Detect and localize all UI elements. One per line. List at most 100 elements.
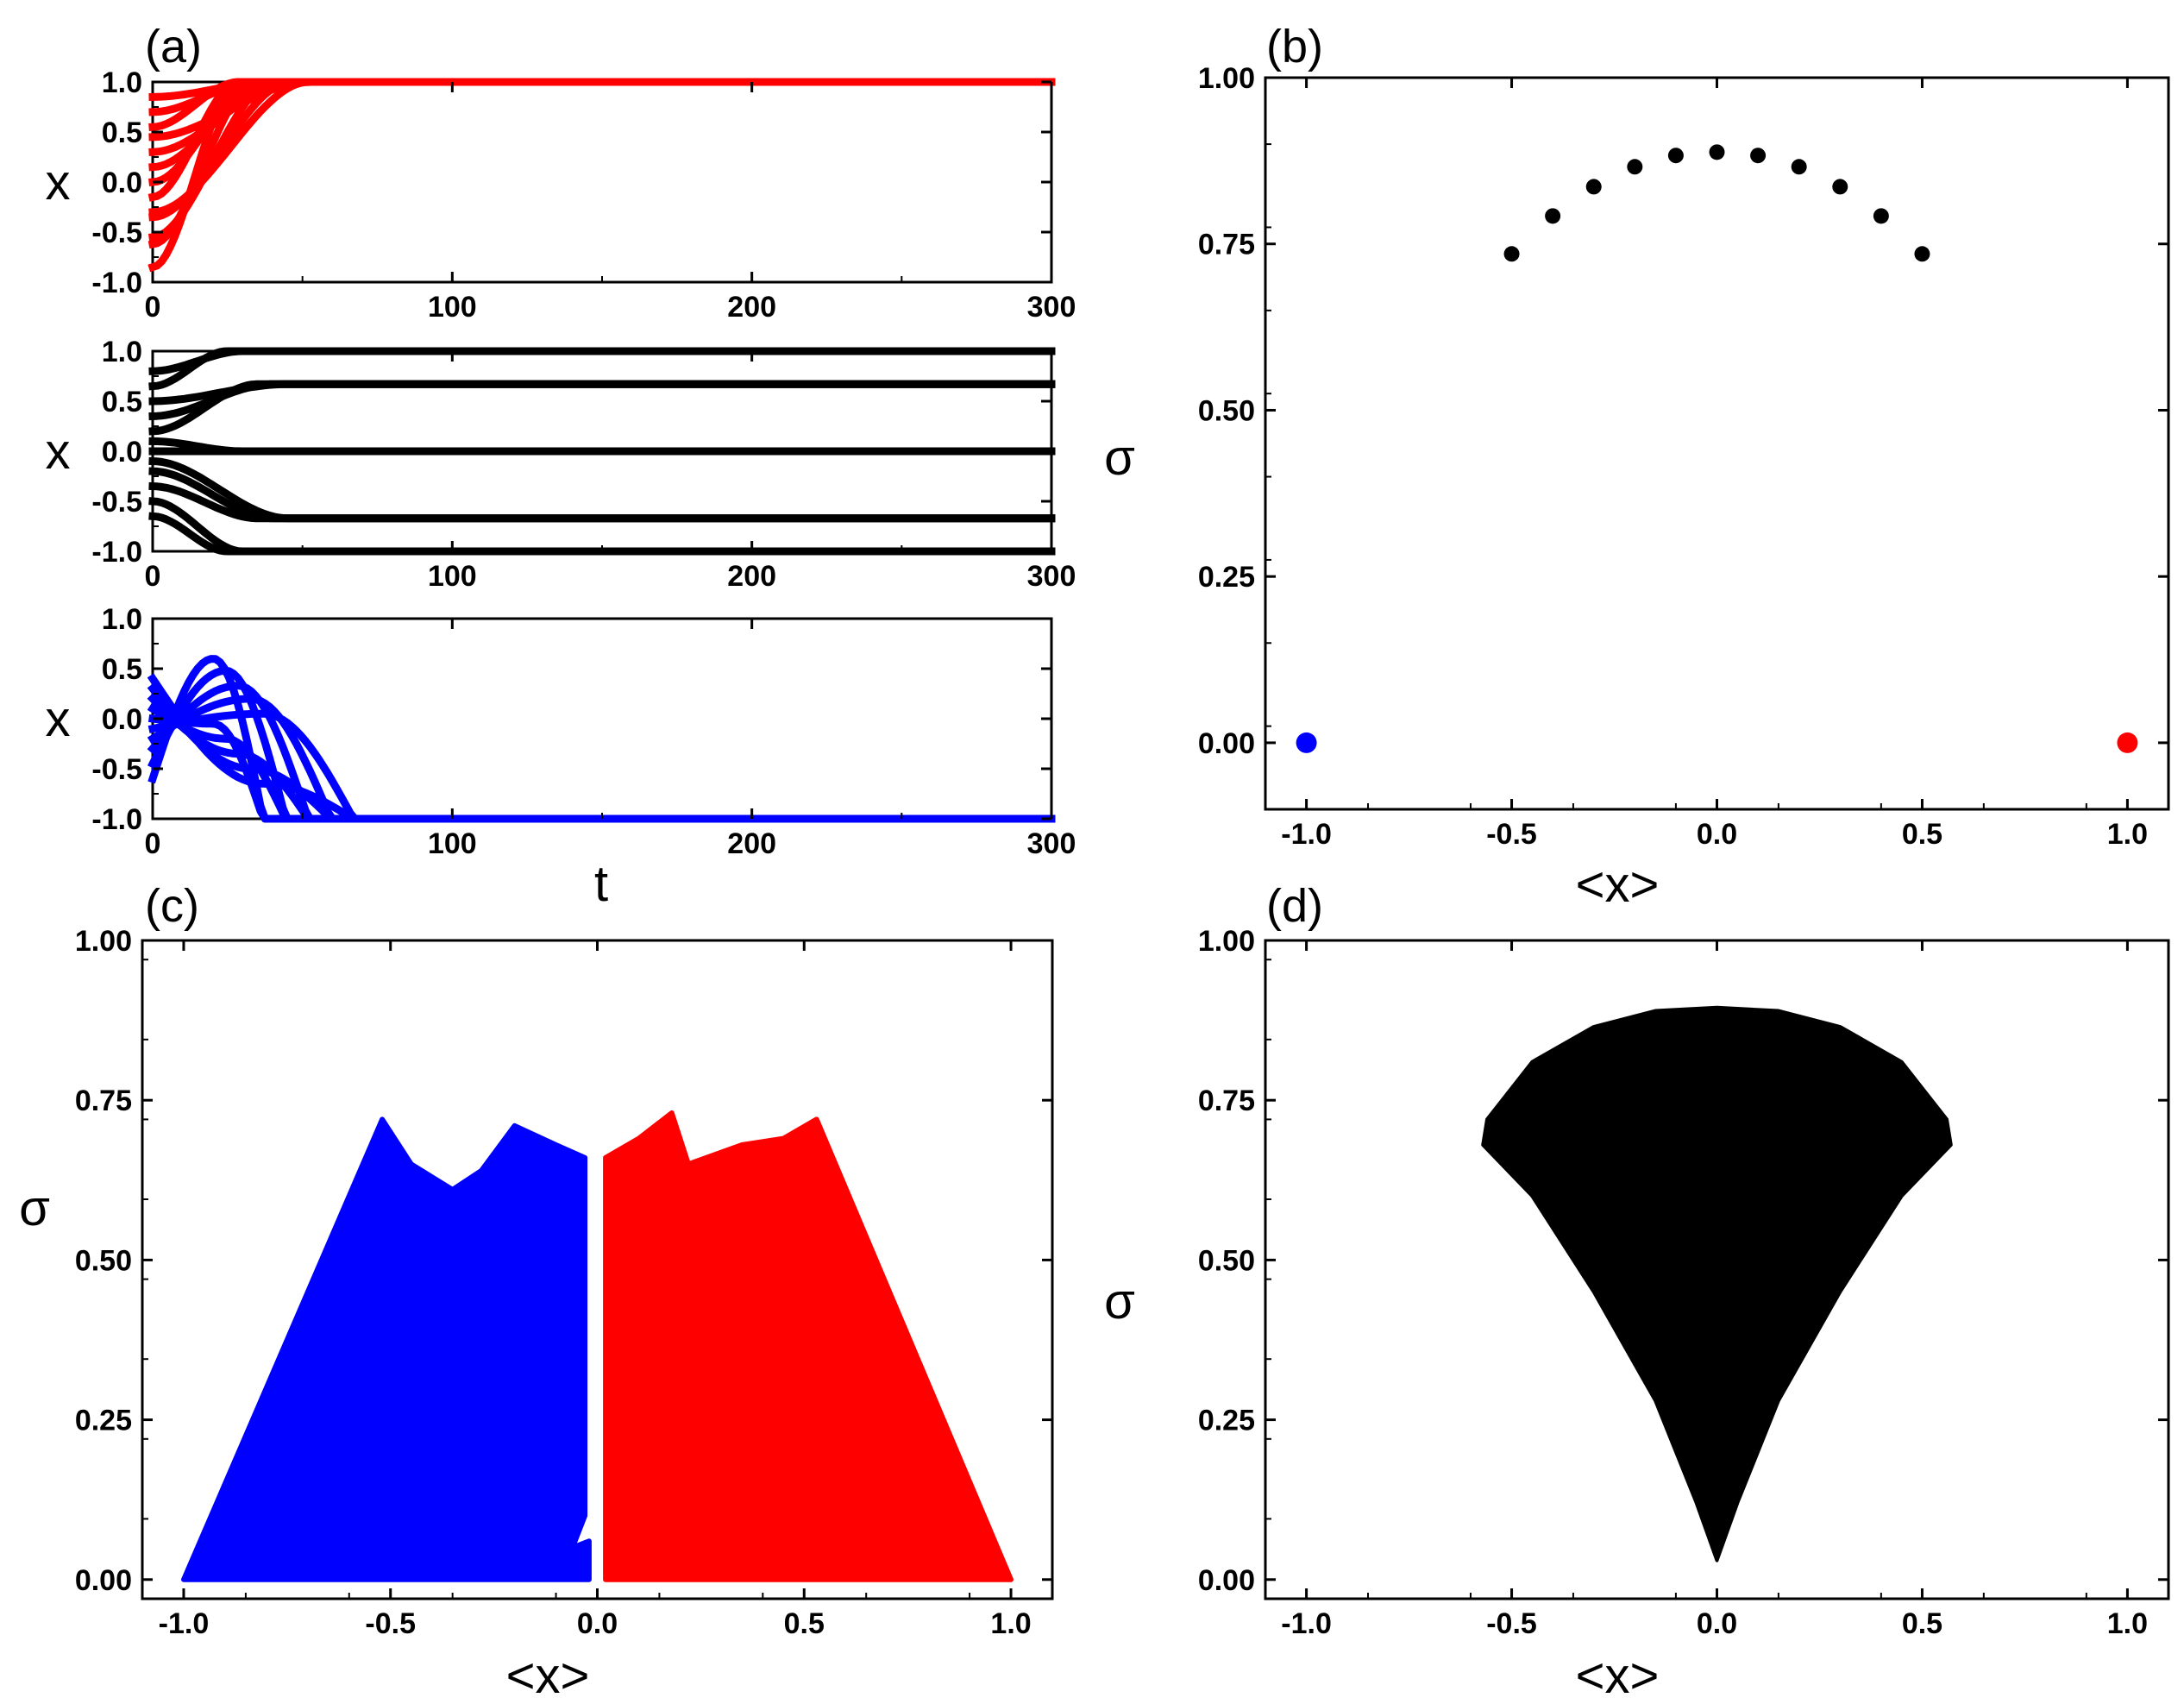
panel-label-a: (a) (145, 21, 202, 72)
y-tick-label: 0.50 (1198, 394, 1255, 427)
x-tick-label: 0.5 (1902, 818, 1942, 851)
trajectory-line (147, 78, 1056, 273)
x-tick-label: 0 (145, 827, 161, 860)
y-tick-label: 0.0 (102, 436, 142, 468)
data-point-blue (1296, 732, 1317, 753)
trajectory-line (148, 78, 1056, 222)
x-tick-label: 100 (428, 560, 477, 593)
y-tick-label: 0.75 (1198, 229, 1255, 261)
data-point-mixed (1545, 208, 1561, 224)
x-tick-label: 100 (428, 827, 477, 860)
data-point-mixed (1503, 246, 1520, 262)
panel-label-d: (d) (1266, 880, 1323, 932)
y-tick-label: 1.00 (75, 925, 132, 958)
trajectory-line (148, 380, 1056, 421)
y-tick-label: 0.5 (102, 116, 142, 149)
y-tick-label: -0.5 (91, 753, 142, 786)
trajectory-line (148, 456, 1056, 523)
y-tick-label: 0.50 (1198, 1244, 1255, 1277)
y-axis-label: x (46, 691, 71, 747)
x-tick-label: -1.0 (159, 1607, 210, 1640)
x-tick-label: -1.0 (1281, 818, 1332, 851)
y-tick-label: 0.5 (102, 653, 142, 686)
y-tick-label: -1.0 (91, 267, 142, 299)
y-tick-label: -0.5 (91, 217, 142, 249)
y-axis-label: x (46, 154, 71, 211)
trajectory-line (148, 437, 1056, 456)
data-point-mixed (1667, 148, 1684, 164)
x-tick-label: 200 (727, 827, 776, 860)
x-tick-label: 0 (145, 291, 161, 324)
subplot-frame (151, 80, 1053, 284)
panel-label-c: (c) (145, 880, 199, 932)
trajectory-line (148, 347, 1056, 375)
x-tick-label: 0.5 (1902, 1607, 1942, 1640)
y-tick-label: 0.00 (1198, 1564, 1255, 1597)
x-tick-label: 100 (428, 291, 477, 324)
trajectory-line (148, 497, 1056, 556)
x-tick-label: 0.5 (784, 1607, 825, 1640)
x-tick-label: 1.0 (990, 1607, 1031, 1640)
x-tick-label: 0.0 (577, 1607, 618, 1640)
data-point-mixed (1627, 159, 1643, 175)
y-tick-label: 0.25 (75, 1405, 132, 1437)
y-tick-label: 0.25 (1198, 561, 1255, 594)
y-tick-label: 1.00 (1198, 62, 1255, 95)
x-tick-label: 1.0 (2107, 1607, 2148, 1640)
plot-frame-b (1264, 76, 2170, 811)
scatter-region-red (603, 1110, 1014, 1582)
trajectory-line (147, 78, 1056, 249)
x-tick-label: 200 (727, 560, 776, 593)
y-axis-label: σ (1104, 430, 1135, 486)
x-tick-label: 0.0 (1697, 1607, 1737, 1640)
x-tick-label: 300 (1027, 827, 1076, 860)
scatter-region-black (1481, 1005, 1953, 1563)
y-tick-label: 0.5 (102, 386, 142, 418)
x-tick-label: -0.5 (1486, 1607, 1537, 1640)
x-tick-label: -1.0 (1281, 1607, 1332, 1640)
y-tick-label: 0.75 (1198, 1085, 1255, 1117)
x-axis-label: <x> (1576, 857, 1660, 913)
y-tick-label: 1.0 (102, 66, 142, 99)
trajectory-line (148, 380, 1056, 436)
x-axis-label: t (594, 856, 608, 912)
y-tick-label: 1.0 (102, 603, 142, 636)
data-point-red (2117, 732, 2138, 753)
y-tick-label: 0.25 (1198, 1405, 1255, 1437)
y-tick-label: 0.75 (75, 1085, 132, 1117)
y-tick-label: 0.0 (102, 167, 142, 199)
data-point-mixed (1750, 148, 1767, 164)
y-axis-label: σ (1104, 1273, 1135, 1330)
trajectory-line (147, 666, 1056, 823)
panel-label-b: (b) (1266, 21, 1323, 72)
x-axis-label: <x> (506, 1648, 590, 1704)
data-point-mixed (1791, 159, 1807, 175)
subplot-a3 (147, 617, 1056, 823)
x-tick-label: 0 (145, 560, 161, 593)
trajectory-line (148, 481, 1056, 523)
trajectory-line (148, 380, 1056, 406)
data-point-mixed (1873, 208, 1889, 224)
y-tick-label: 0.00 (75, 1564, 132, 1597)
y-tick-label: 0.50 (75, 1244, 132, 1277)
y-axis-label: σ (19, 1180, 50, 1236)
y-tick-label: -1.0 (91, 536, 142, 569)
x-tick-label: 200 (727, 291, 776, 324)
y-tick-label: -0.5 (91, 486, 142, 519)
trajectory-line (148, 78, 1056, 186)
y-axis-label: x (46, 424, 71, 480)
trajectory-line (148, 78, 1056, 172)
subplot-a1 (147, 78, 1056, 284)
x-tick-label: 1.0 (2107, 818, 2148, 851)
trajectory-line (147, 78, 1056, 242)
y-tick-label: 0.00 (1198, 727, 1255, 760)
y-tick-label: 1.0 (102, 336, 142, 368)
trajectory-line (147, 682, 1056, 823)
x-tick-label: 0.0 (1697, 818, 1737, 851)
x-axis-label: <x> (1576, 1648, 1660, 1704)
trajectory-line (148, 467, 1056, 523)
x-tick-label: -0.5 (1486, 818, 1537, 851)
x-tick-label: 300 (1027, 291, 1076, 324)
scatter-region-blue (181, 1116, 592, 1582)
